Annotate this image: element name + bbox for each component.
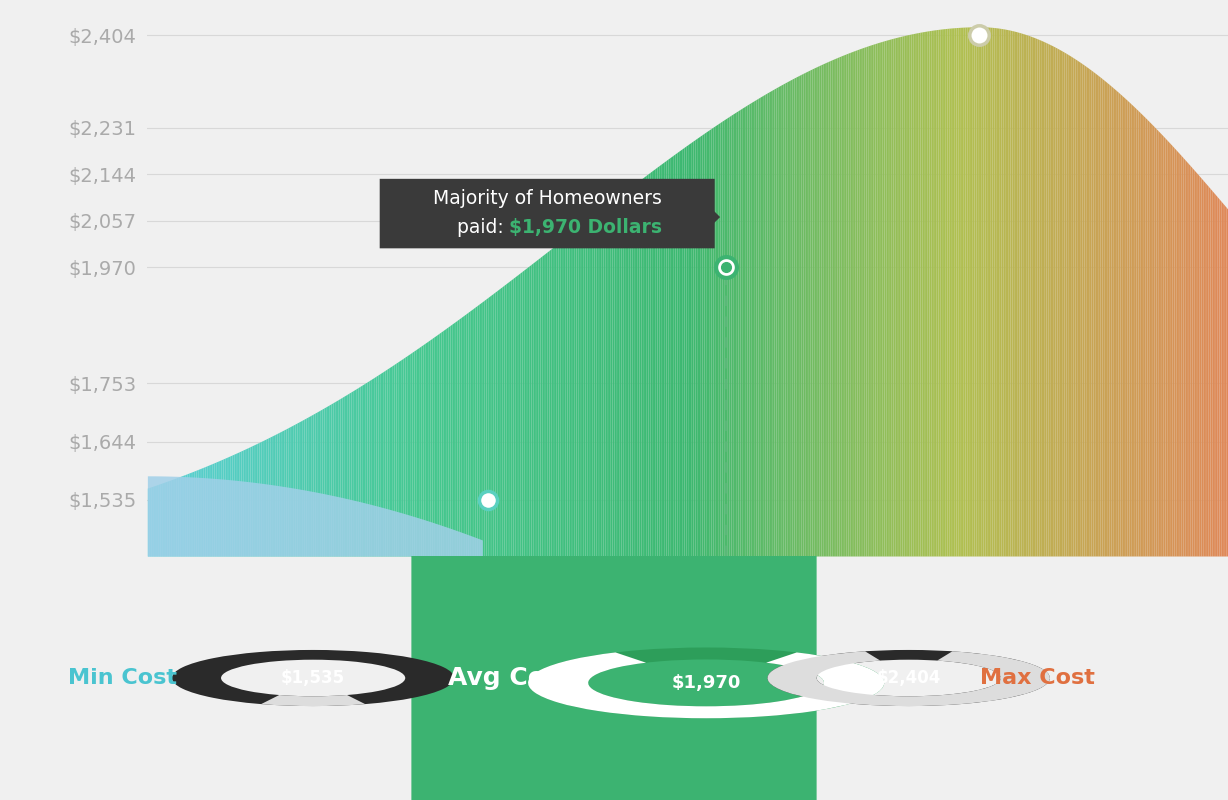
Text: Min Cost: Min Cost bbox=[69, 668, 177, 688]
Polygon shape bbox=[710, 206, 720, 228]
Text: Max Cost: Max Cost bbox=[980, 668, 1095, 688]
Wedge shape bbox=[768, 651, 1050, 706]
Wedge shape bbox=[768, 650, 1050, 706]
Text: $2,404: $2,404 bbox=[877, 669, 941, 687]
Text: Avg Cost: Avg Cost bbox=[448, 666, 571, 690]
Wedge shape bbox=[528, 653, 884, 718]
Text: Majority of Homeowners: Majority of Homeowners bbox=[432, 189, 662, 208]
FancyBboxPatch shape bbox=[411, 532, 817, 800]
Wedge shape bbox=[262, 695, 365, 706]
Wedge shape bbox=[172, 650, 454, 706]
Text: $1,535: $1,535 bbox=[281, 669, 345, 687]
FancyBboxPatch shape bbox=[379, 179, 715, 248]
Text: $1,970 Dollars: $1,970 Dollars bbox=[510, 218, 662, 237]
Wedge shape bbox=[528, 647, 884, 718]
Text: $1,970: $1,970 bbox=[672, 674, 740, 692]
Text: paid:: paid: bbox=[457, 218, 510, 237]
